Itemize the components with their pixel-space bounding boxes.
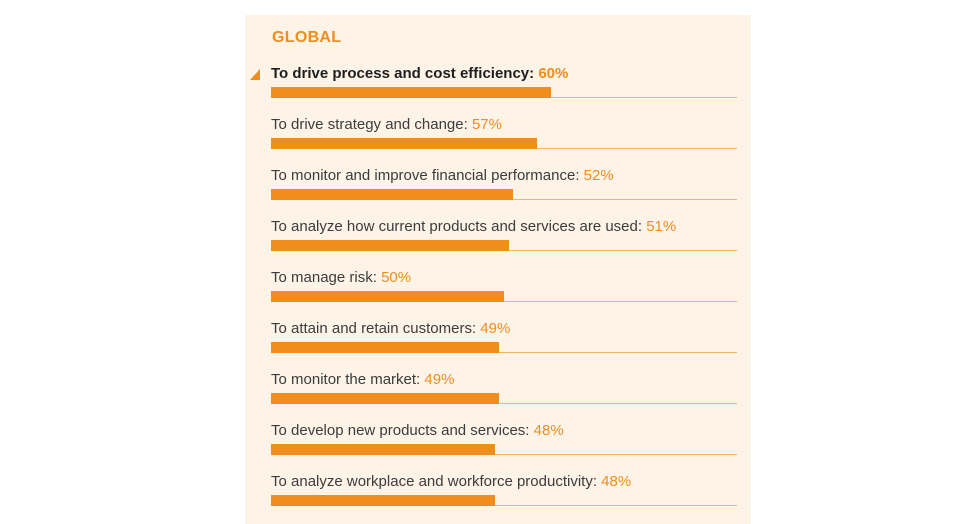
chart-row: To analyze workplace and workforce produ… bbox=[271, 473, 737, 524]
bar-label: To drive process and cost efficiency: 60… bbox=[271, 65, 568, 82]
bar-label-text: To monitor the market: bbox=[271, 371, 421, 388]
bar bbox=[271, 342, 499, 353]
chart-row: To drive process and cost efficiency: 60… bbox=[271, 65, 737, 116]
bar-label-text: To drive process and cost efficiency: bbox=[271, 65, 535, 82]
bar bbox=[271, 495, 495, 506]
chart-row: To attain and retain customers: 49% bbox=[271, 320, 737, 371]
bar-label-text: To analyze how current products and serv… bbox=[271, 218, 643, 235]
bar-label-text: To drive strategy and change: bbox=[271, 116, 468, 133]
bar-label: To attain and retain customers: 49% bbox=[271, 320, 510, 337]
bar bbox=[271, 138, 537, 149]
chart-panel: GLOBAL To drive process and cost efficie… bbox=[245, 15, 751, 524]
bar-value-label: 51% bbox=[646, 218, 677, 235]
bar-label-text: To monitor and improve financial perform… bbox=[271, 167, 580, 184]
bar-value-label: 49% bbox=[424, 371, 455, 388]
bar-label: To manage risk: 50% bbox=[271, 269, 411, 286]
bar-label-text: To manage risk: bbox=[271, 269, 377, 286]
bar-value-label: 48% bbox=[601, 473, 632, 490]
bar-label-text: To analyze workplace and workforce produ… bbox=[271, 473, 597, 490]
bar-label: To analyze workplace and workforce produ… bbox=[271, 473, 631, 490]
bar bbox=[271, 393, 499, 404]
bar-value-label: 49% bbox=[480, 320, 511, 337]
bar-value-label: 48% bbox=[533, 422, 564, 439]
bar bbox=[271, 291, 504, 302]
bar bbox=[271, 189, 513, 200]
chart-row: To manage risk: 50% bbox=[271, 269, 737, 320]
chart-row: To drive strategy and change: 57% bbox=[271, 116, 737, 167]
bar bbox=[271, 240, 509, 251]
bar-track bbox=[271, 403, 737, 404]
chart-row: To monitor the market: 49% bbox=[271, 371, 737, 422]
bar bbox=[271, 444, 495, 455]
bar-value-label: 52% bbox=[583, 167, 614, 184]
bar-value-label: 50% bbox=[381, 269, 412, 286]
bar-label: To monitor and improve financial perform… bbox=[271, 167, 614, 184]
bar-track bbox=[271, 454, 737, 455]
bar-label: To monitor the market: 49% bbox=[271, 371, 454, 388]
bar-label: To analyze how current products and serv… bbox=[271, 218, 676, 235]
bar-label-text: To attain and retain customers: bbox=[271, 320, 477, 337]
bar bbox=[271, 87, 551, 98]
bar-label-text: To develop new products and services: bbox=[271, 422, 530, 439]
bar-value-label: 57% bbox=[471, 116, 502, 133]
bar-label: To drive strategy and change: 57% bbox=[271, 116, 502, 133]
bar-value-label: 60% bbox=[538, 65, 569, 82]
chart-row: To develop new products and services: 48… bbox=[271, 422, 737, 473]
bar-label: To develop new products and services: 48… bbox=[271, 422, 564, 439]
bar-track bbox=[271, 352, 737, 353]
triangle-marker-icon bbox=[250, 69, 260, 80]
chart-title: GLOBAL bbox=[272, 29, 342, 46]
chart-row: To monitor and improve financial perform… bbox=[271, 167, 737, 218]
chart-row: To analyze how current products and serv… bbox=[271, 218, 737, 269]
bar-track bbox=[271, 301, 737, 302]
bar-track bbox=[271, 505, 737, 506]
